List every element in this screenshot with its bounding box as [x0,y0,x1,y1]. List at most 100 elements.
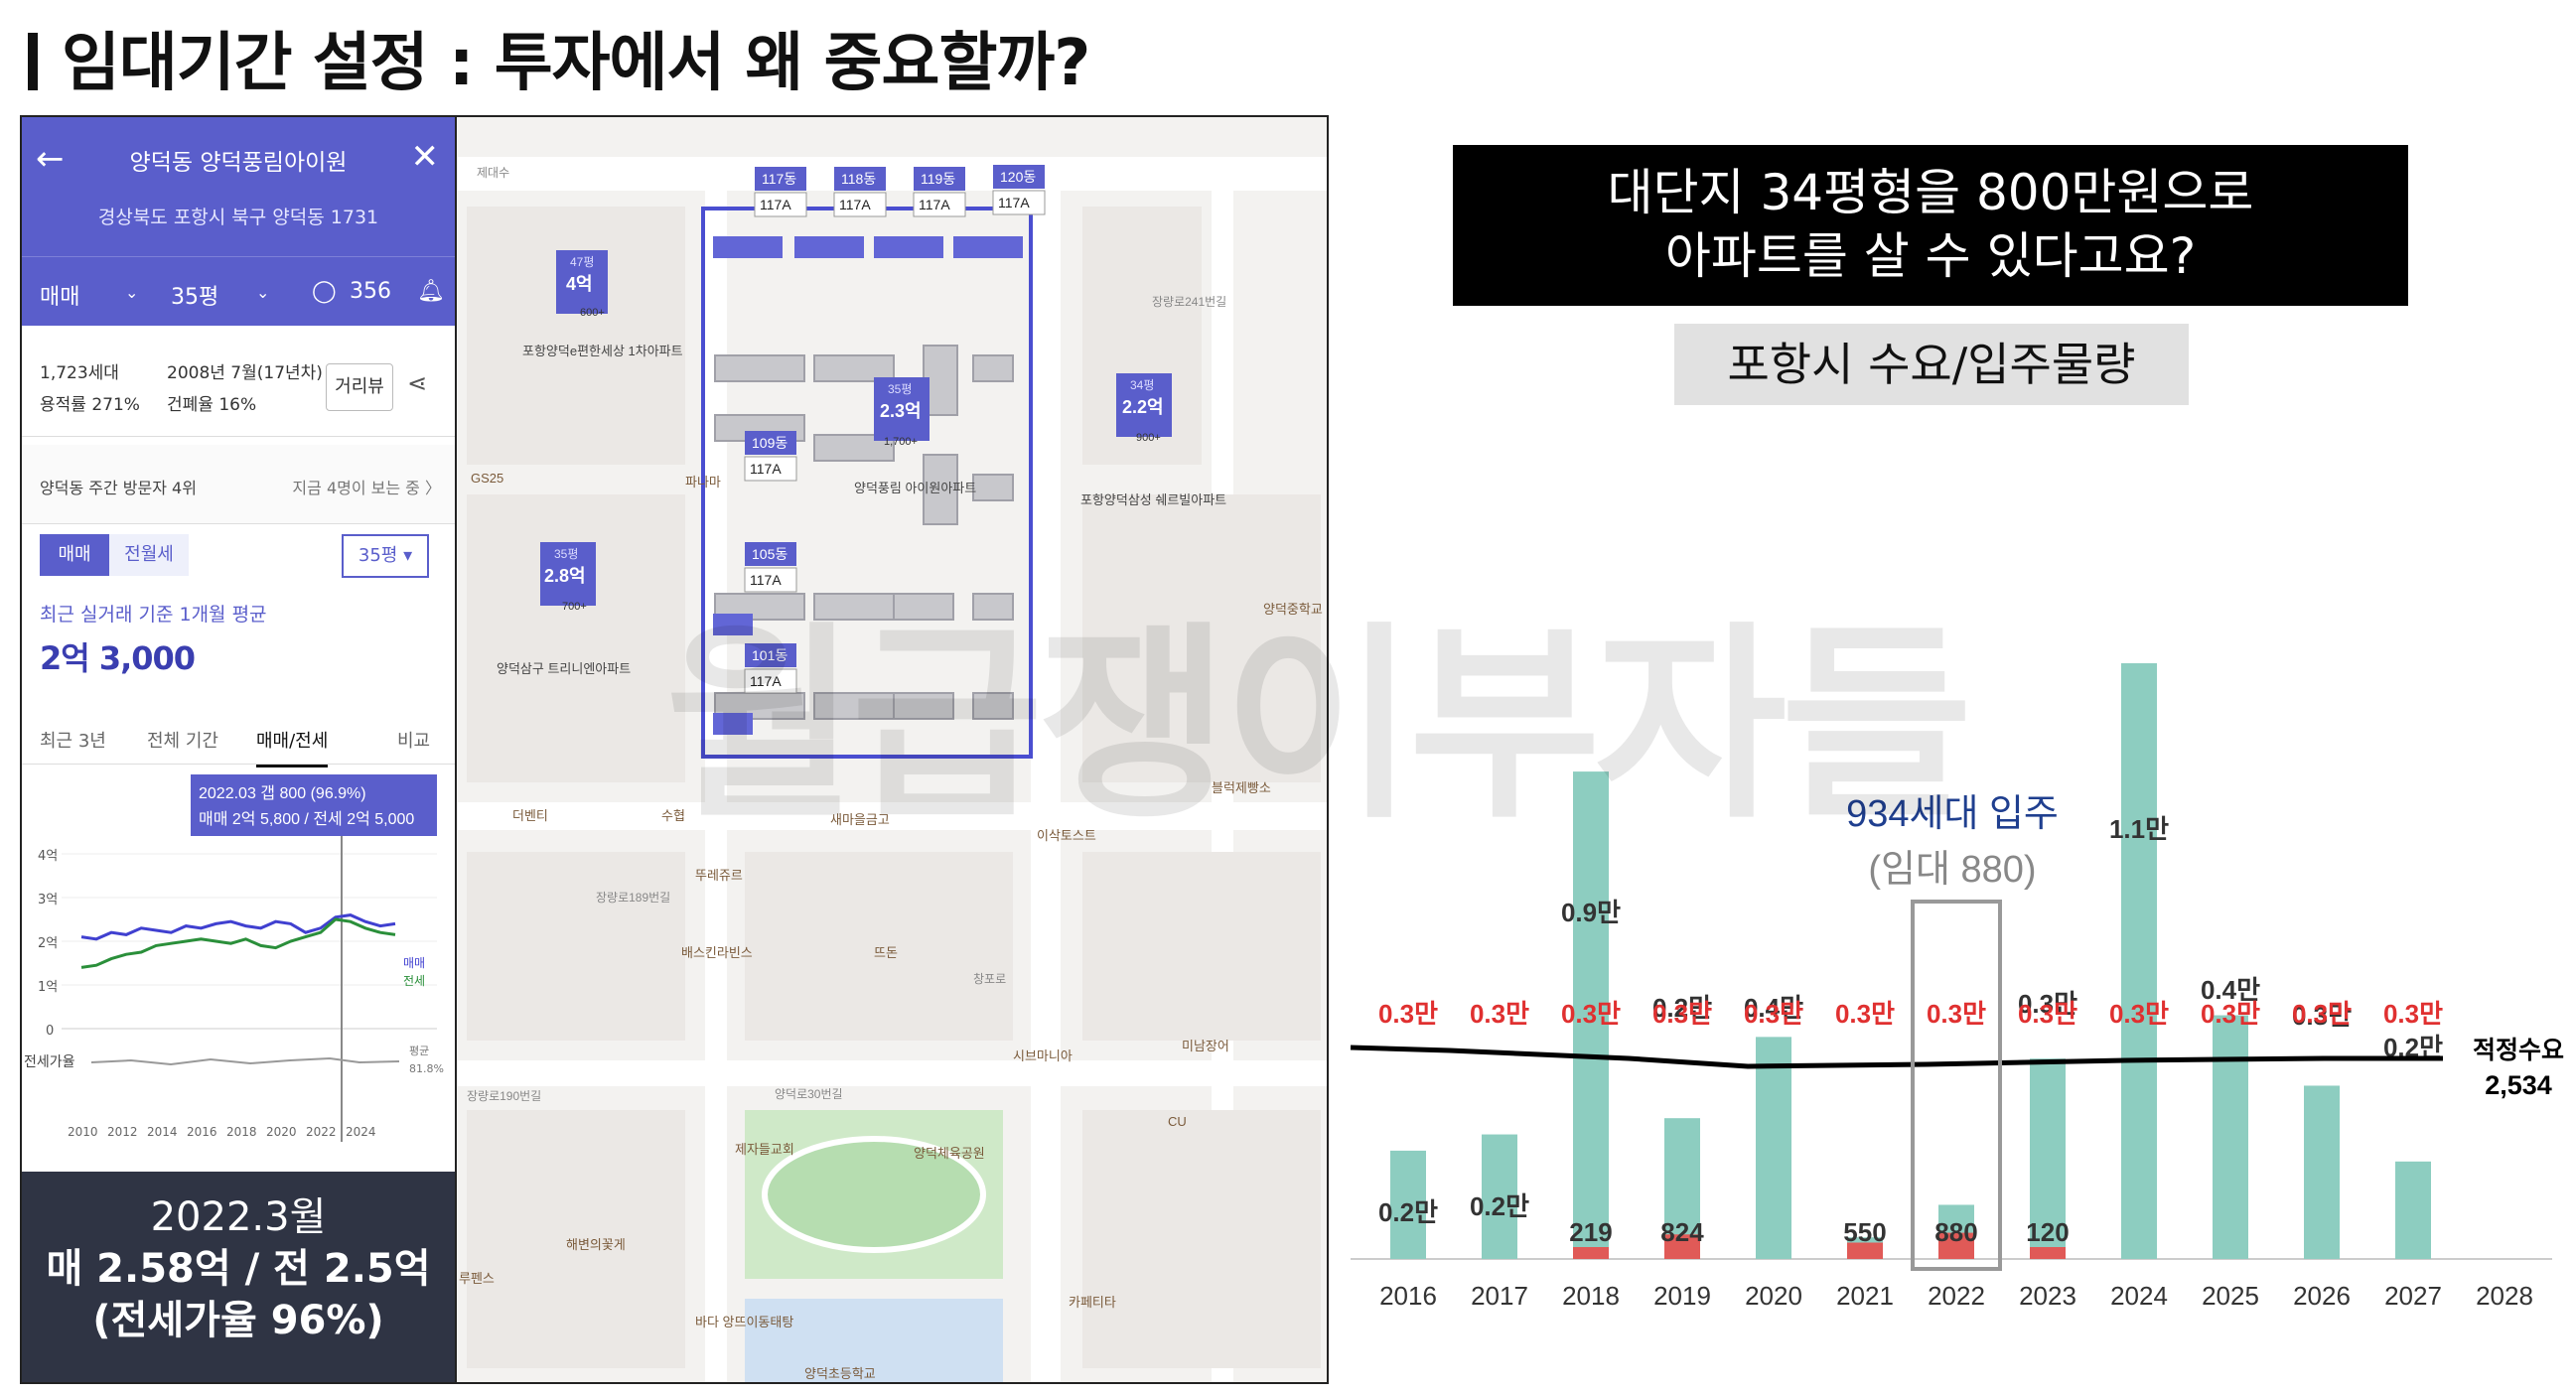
households: 1,723세대 [40,363,119,383]
demand-value-label: 0.3만 [1561,999,1621,1029]
demand-value-label: 0.3만 [2109,999,2169,1029]
chevron-down-icon: ⌄ [256,283,270,302]
supply-value-label: 0.3만 [2018,989,2077,1019]
x-tick-label: 2014 [147,1125,178,1139]
poi-label[interactable]: 이삭토스트 [1037,828,1096,843]
ratio-line [90,1056,400,1066]
road-label: 장량로190번길 [467,1089,541,1103]
bell-icon[interactable]: 🔔︎ [417,279,445,304]
poi-label[interactable]: 양덕초등학교 [804,1366,876,1381]
marker-count: 900+ [1136,432,1161,444]
tab-compare[interactable]: 비교 [397,731,431,752]
street-view-button[interactable]: 거리뷰 [326,363,393,411]
y-tick-label: 4억 [38,849,58,864]
size-select-value: 35평 [358,545,398,566]
callout-box: 대단지 34평형을 800만원으로 아파트를 살 수 있다고요? [1453,145,2408,306]
trade-type-filter[interactable]: 매매 [40,285,80,310]
back-arrow-icon[interactable]: ← [36,139,65,179]
marker-size: 35평 [888,382,912,396]
callout-line2: 아파트를 살 수 있다고요? [1664,227,2197,285]
tab-lease[interactable]: 전월세 [109,534,189,576]
price-marker[interactable] [556,250,608,314]
poi-label[interactable]: 양덕체육공원 [914,1146,985,1161]
ratio-average-value: 81.8% [409,1062,444,1075]
poi-label[interactable]: 시브마니아 [1013,1048,1073,1063]
demand-line [1350,1045,2443,1069]
dong-label[interactable]: 101동 [752,647,787,663]
poi-label[interactable]: 루펜스 [459,1271,495,1286]
x-tick-label: 2010 [68,1125,98,1139]
marker-count: 700+ [562,601,587,613]
complex-map[interactable]: 117동 117A 118동 117A 119동 117A 120동 117A … [457,115,1329,1384]
tab-sale[interactable]: 매매 [40,534,109,576]
comment-count: 356 [350,279,391,304]
supply-value-label: 0.9만 [1561,898,1621,927]
share-icon[interactable]: ⋖ [407,369,428,397]
road [457,1060,1327,1086]
poi-label[interactable]: 뜨돈 [874,945,898,960]
price-marker[interactable] [1116,373,1172,437]
poi-label[interactable]: 새마을금고 [830,812,890,827]
supply-bar [1390,1150,1426,1259]
marker-size: 34평 [1130,378,1154,392]
callout-line1: 대단지 34평형을 800만원으로 [1607,164,2254,221]
type-label: 117A [750,572,782,588]
dong-label[interactable]: 118동 [841,171,876,187]
tab-sale-lease[interactable]: 매매/전세 [256,727,329,768]
marker-price: 2.8억 [544,566,586,586]
price-marker[interactable] [874,377,930,441]
size-filter[interactable]: 35평 [171,285,219,310]
dong-label[interactable]: 119동 [921,171,955,187]
ratio-average-label: 평균 [409,1045,429,1057]
poi-label[interactable]: 뚜레쥬르 [695,868,743,883]
rental-bar [1573,1247,1609,1259]
poi-label[interactable]: 미남장어 [1182,1039,1229,1053]
dong-label[interactable]: 105동 [752,546,787,562]
tab-recent-3y[interactable]: 최근 3년 [40,731,106,752]
supply-bar [1756,1037,1791,1259]
x-tick-label: 2018 [226,1125,257,1139]
legend-lease: 전세 [403,974,425,988]
x-tick-label: 2016 [1379,1281,1437,1311]
poi-label[interactable]: GS25 [471,471,503,486]
x-tick-label: 2017 [1471,1281,1528,1311]
floor-area-ratio: 용적률 271% [40,395,140,415]
lease-price-line [80,917,396,969]
map-block [467,852,685,1041]
poi-label[interactable]: 블럭제빵소 [1212,780,1271,795]
visitor-rank-row[interactable]: 양덕동 주간 방문자 4위 지금 4명이 보는 중 〉 [22,445,455,524]
poi-label[interactable]: CU [1168,1114,1187,1129]
type-label: 117A [750,673,782,689]
school-area [745,1299,1003,1382]
summary-prices: 매 2.58억 / 전 2.5억 [46,1246,431,1292]
poi-label[interactable]: 더벤티 [512,808,548,823]
type-label: 117A [839,197,871,212]
poi-label[interactable]: 카페티타 [1069,1295,1116,1310]
type-label: 117A [750,461,782,477]
road [457,802,1327,830]
poi-label[interactable]: 양덕중학교 [1263,602,1323,617]
dong-label[interactable]: 109동 [752,435,787,451]
x-tick-label: 2019 [1653,1281,1711,1311]
coverage-ratio: 건폐율 16% [167,395,257,415]
summary-date: 2022.3월 [150,1194,327,1240]
poi-label[interactable]: 해변의꽃게 [566,1237,626,1252]
comment-icon[interactable]: ◯ [312,279,337,304]
dong-label[interactable]: 120동 [1000,169,1036,185]
dong-label[interactable]: 117동 [762,171,796,187]
poi-label[interactable]: 배스킨라빈스 [681,945,753,960]
road [1031,177,1061,1382]
average-price: 2억 3,000 [40,639,196,677]
poi-label[interactable]: 바다 앙뜨이동태탕 [695,1315,793,1329]
close-icon[interactable]: ✕ [410,137,440,177]
size-select[interactable]: 35평 ▾ [342,534,429,578]
supply-bar [2213,1015,2248,1259]
demand-value-label: 0.3만 [2201,999,2260,1029]
marker-count: 600+ [580,307,605,319]
price-marker[interactable] [540,542,596,606]
tab-all-period[interactable]: 전체 기간 [147,731,218,752]
poi-label[interactable]: 파나마 [685,475,721,489]
poi-label[interactable]: 수협 [661,808,685,823]
poi-label[interactable]: 제자들교회 [735,1142,794,1157]
x-tick-label: 2022 [1928,1281,1985,1311]
